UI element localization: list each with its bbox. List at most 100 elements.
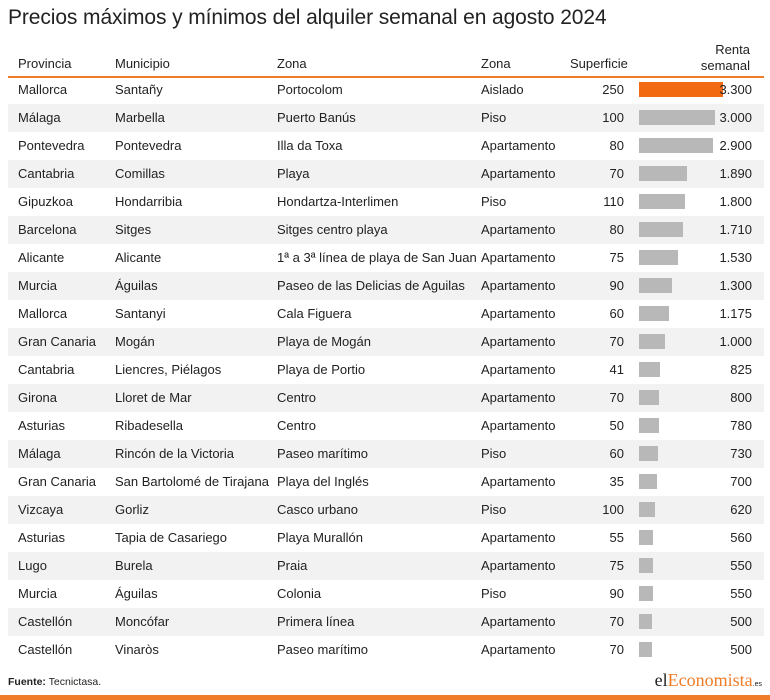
table-row: Gran Canaria Mogán Playa de Mogán Apartamen… [8,328,764,356]
cell-zona: 1ª a 3ª línea de playa de San Juan [277,250,477,265]
renta-bar [639,250,678,265]
cell-tipo: Apartamento [481,250,556,265]
cell-provincia: Asturias [18,530,65,545]
cell-superficie: 60 [609,306,624,321]
cell-renta: 1.890 [719,166,752,181]
renta-bar [639,446,658,461]
table-row: Murcia Águilas Colonia Piso 90 550 [8,580,764,608]
cell-tipo: Apartamento [481,390,556,405]
cell-zona: Cala Figuera [277,306,352,321]
cell-zona: Playa del Inglés [277,474,369,489]
cell-municipio: Santanyi [115,306,166,321]
cell-municipio: Comillas [115,166,165,181]
bottom-accent-line [0,695,770,700]
renta-bar [639,82,723,97]
table-row: Pontevedra Pontevedra Illa da Toxa Apartame… [8,132,764,160]
cell-renta: 500 [730,642,752,657]
renta-bar [639,642,652,657]
cell-tipo: Piso [481,502,507,517]
renta-bar [639,334,665,349]
renta-bar [639,502,655,517]
cell-provincia: Vizcaya [18,502,64,517]
cell-superficie: 250 [602,82,624,97]
header-renta: Renta semanal [670,42,750,74]
cell-tipo: Piso [481,586,507,601]
cell-renta: 1.300 [719,278,752,293]
cell-provincia: Castellón [18,614,73,629]
cell-superficie: 75 [609,250,624,265]
header-zona: Zona [277,56,307,71]
renta-bar [639,278,673,293]
table-row: Murcia Águilas Paseo de las Delicias de Ag… [8,272,764,300]
cell-provincia: Málaga [18,110,61,125]
cell-provincia: Barcelona [18,222,77,237]
cell-renta: 550 [730,558,752,573]
renta-bar [639,138,713,153]
renta-bar [639,558,653,573]
table-row: Gipuzkoa Hondarribia Hondartza-Interlimen P… [8,188,764,216]
cell-tipo: Apartamento [481,558,556,573]
cell-renta: 1.530 [719,250,752,265]
cell-tipo: Apartamento [481,222,556,237]
table-row: Vizcaya Gorliz Casco urbano Piso 100 620 [8,496,764,524]
cell-municipio: Ribadesella [115,418,183,433]
cell-renta: 1.710 [719,222,752,237]
cell-municipio: Vinaròs [115,642,159,657]
cell-renta: 780 [730,418,752,433]
renta-bar [639,530,654,545]
cell-provincia: Murcia [18,586,58,601]
cell-provincia: Málaga [18,446,61,461]
cell-municipio: Mogán [115,334,155,349]
source-text: Tecnictasa. [48,676,102,688]
table-row: Gran Canaria San Bartolomé de Tirajana Pla… [8,468,764,496]
cell-renta: 3.300 [719,82,752,97]
cell-tipo: Apartamento [481,642,556,657]
cell-tipo: Aislado [481,82,524,97]
cell-provincia: Lugo [18,558,47,573]
cell-municipio: Tapia de Casariego [115,530,228,545]
cell-provincia: Gran Canaria [18,334,97,349]
table-row: Asturias Tapia de Casariego Playa Murallón… [8,524,764,552]
cell-superficie: 80 [609,222,624,237]
table-row: Málaga Rincón de la Victoria Paseo marítim… [8,440,764,468]
cell-municipio: Águilas [115,278,158,293]
cell-zona: Paseo de las Delicias de Aguilas [277,278,465,293]
cell-municipio: Alicante [115,250,162,265]
cell-municipio: Sitges [115,222,152,237]
cell-zona: Playa de Portio [277,362,366,377]
cell-renta: 825 [730,362,752,377]
cell-tipo: Apartamento [481,418,556,433]
cell-tipo: Apartamento [481,138,556,153]
renta-bar [639,474,657,489]
cell-tipo: Piso [481,194,507,209]
cell-superficie: 80 [609,138,624,153]
source-label: Fuente: [8,676,46,688]
cell-tipo: Apartamento [481,334,556,349]
chart-title: Precios máximos y mínimos del alquiler s… [8,6,607,29]
table-row: Cantabria Comillas Playa Apartamento 70 1.890 [8,160,764,188]
cell-zona: Praia [277,558,308,573]
header-provincia: Provincia [18,56,72,71]
table-body: Mallorca Santañy Portocolom Aislado 250 3.300… [8,76,764,664]
renta-bar [639,222,683,237]
header-zona-tipo: Zona [481,56,511,71]
cell-provincia: Alicante [18,250,65,265]
cell-renta: 730 [730,446,752,461]
renta-bar [639,390,660,405]
renta-bar [639,110,716,125]
table-row: Castellón Moncófar Primera línea Apartament… [8,608,764,636]
cell-superficie: 55 [609,530,624,545]
cell-provincia: Mallorca [18,82,68,97]
cell-zona: Centro [277,390,317,405]
cell-superficie: 75 [609,558,624,573]
cell-municipio: Marbella [115,110,165,125]
cell-provincia: Mallorca [18,306,68,321]
cell-provincia: Pontevedra [18,138,85,153]
cell-municipio: Santañy [115,82,163,97]
cell-tipo: Apartamento [481,614,556,629]
cell-renta: 550 [730,586,752,601]
renta-bar [639,362,660,377]
cell-zona: Illa da Toxa [277,138,343,153]
logo-part-es: .es [752,681,762,688]
cell-municipio: Pontevedra [115,138,182,153]
